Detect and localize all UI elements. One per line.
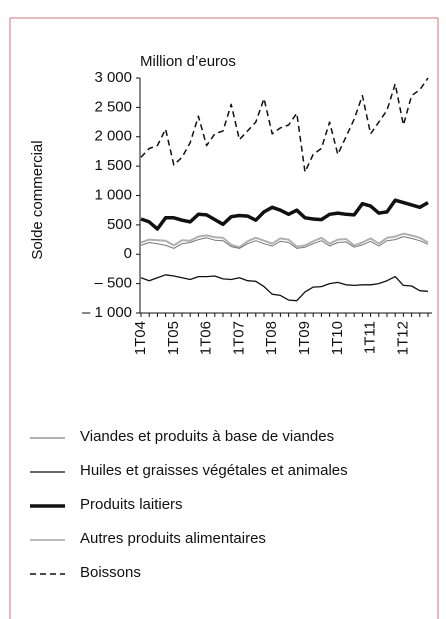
legend-label: Huiles et graisses végétales et animales	[80, 462, 348, 479]
y-tick-label: – 1 000	[82, 304, 132, 321]
legend-label: Viandes et produits à base de viandes	[80, 428, 334, 445]
x-tick-label: 1T05	[165, 321, 182, 355]
y-axis-label: Solde commercial	[29, 140, 46, 259]
y-tick-label: 3 000	[94, 69, 132, 86]
series-line	[140, 274, 429, 302]
x-tick-label: 1T08	[263, 321, 280, 355]
x-tick-label: 1T11	[362, 321, 379, 354]
y-tick-label: 2 500	[94, 98, 132, 115]
x-tick-label: 1T07	[230, 321, 247, 355]
unit-label: Million d’euros	[140, 53, 236, 70]
legend-label: Produits laitiers	[80, 496, 183, 513]
frame	[9, 17, 439, 619]
legend-label: Autres produits alimentaires	[80, 530, 266, 547]
y-tick-label: – 500	[94, 275, 132, 292]
x-tick-label: 1T04	[132, 321, 149, 355]
y-tick-label: 500	[107, 216, 132, 233]
series-line	[140, 198, 429, 231]
series-line	[140, 77, 429, 173]
x-tick-label: 1T06	[198, 321, 215, 355]
y-tick-label: 2 000	[94, 128, 132, 145]
series-line	[140, 232, 429, 249]
y-tick-label: 1 000	[94, 186, 132, 203]
series-line	[140, 236, 429, 249]
x-tick-label: 1T10	[329, 321, 346, 355]
y-tick-label: 0	[124, 245, 132, 262]
legend-label: Boissons	[80, 564, 141, 581]
y-tick-label: 1 500	[94, 157, 132, 174]
x-tick-label: 1T09	[296, 321, 313, 355]
x-tick-label: 1T12	[394, 321, 411, 355]
